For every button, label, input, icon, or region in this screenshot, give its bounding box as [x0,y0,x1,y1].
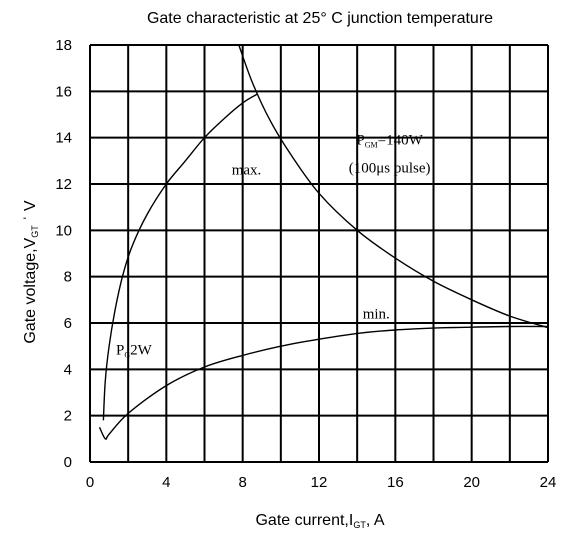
x-axis-label: Gate current,IGT, A [255,512,384,530]
y-tick-label: 8 [64,269,72,286]
x-axis-label-main: Gate current,I [255,512,353,529]
y-axis-label-tail: ˈ V [22,200,39,225]
x-tick-label: 16 [387,474,404,491]
grid-lines [89,44,549,463]
annotation-pg-sub: G [124,350,130,359]
x-tick-label: 8 [238,474,246,491]
series-line-p-gm-140w [238,44,549,329]
series-layer [98,44,549,440]
y-tick-label: 2 [64,408,72,425]
annotations: max.min.PGM=140W(100μs pulse)PG2W [116,133,431,360]
y-axis-label-main: Gate voltage,V [22,237,39,343]
x-tick-label: 12 [311,474,328,491]
y-tick-label: 12 [55,176,72,193]
y-axis-label: Gate voltage,VGT ˈ V [22,200,40,344]
y-tick-label: 4 [64,361,72,378]
y-tick-label: 10 [55,222,72,239]
annotation-pg-rest: 2W [130,342,153,358]
x-axis-label-sub: GT [353,520,366,530]
y-tick-label: 16 [55,83,72,100]
chart-title: Gate characteristic at 25° C junction te… [147,10,493,27]
annotation-pgm_main-sub: GM [365,141,378,150]
annotation-min: min. [363,306,390,322]
x-tick-label: 4 [162,474,170,491]
y-tick-label: 6 [64,315,72,332]
y-tick-label: 14 [55,130,72,147]
series-line-min [98,325,549,440]
y-tick-label: 0 [64,454,72,471]
x-axis-label-tail: , A [366,512,385,529]
y-axis-label-sub: GT [30,225,40,238]
annotation-pgm_main-main: P [356,133,364,149]
x-tick-label: 20 [463,474,480,491]
x-tick-label: 0 [86,474,94,491]
annotation-max: max. [232,163,262,179]
y-tick-label: 18 [55,37,72,54]
annotation-pgm_pulse: (100μs pulse) [349,160,431,176]
y-tick-labels: 0 2 4 6 8 10 12 14 16 18 [55,37,72,471]
x-tick-labels: 0 4 8 12 16 20 24 [86,474,557,491]
annotation-pgm_main: PGM=140W [356,133,423,150]
annotation-pg-main: P [116,342,124,358]
series-line-max [102,93,259,421]
annotation-pg: PG2W [116,342,153,359]
annotation-pgm_main-rest: =140W [378,133,424,149]
x-tick-label: 24 [540,474,557,491]
